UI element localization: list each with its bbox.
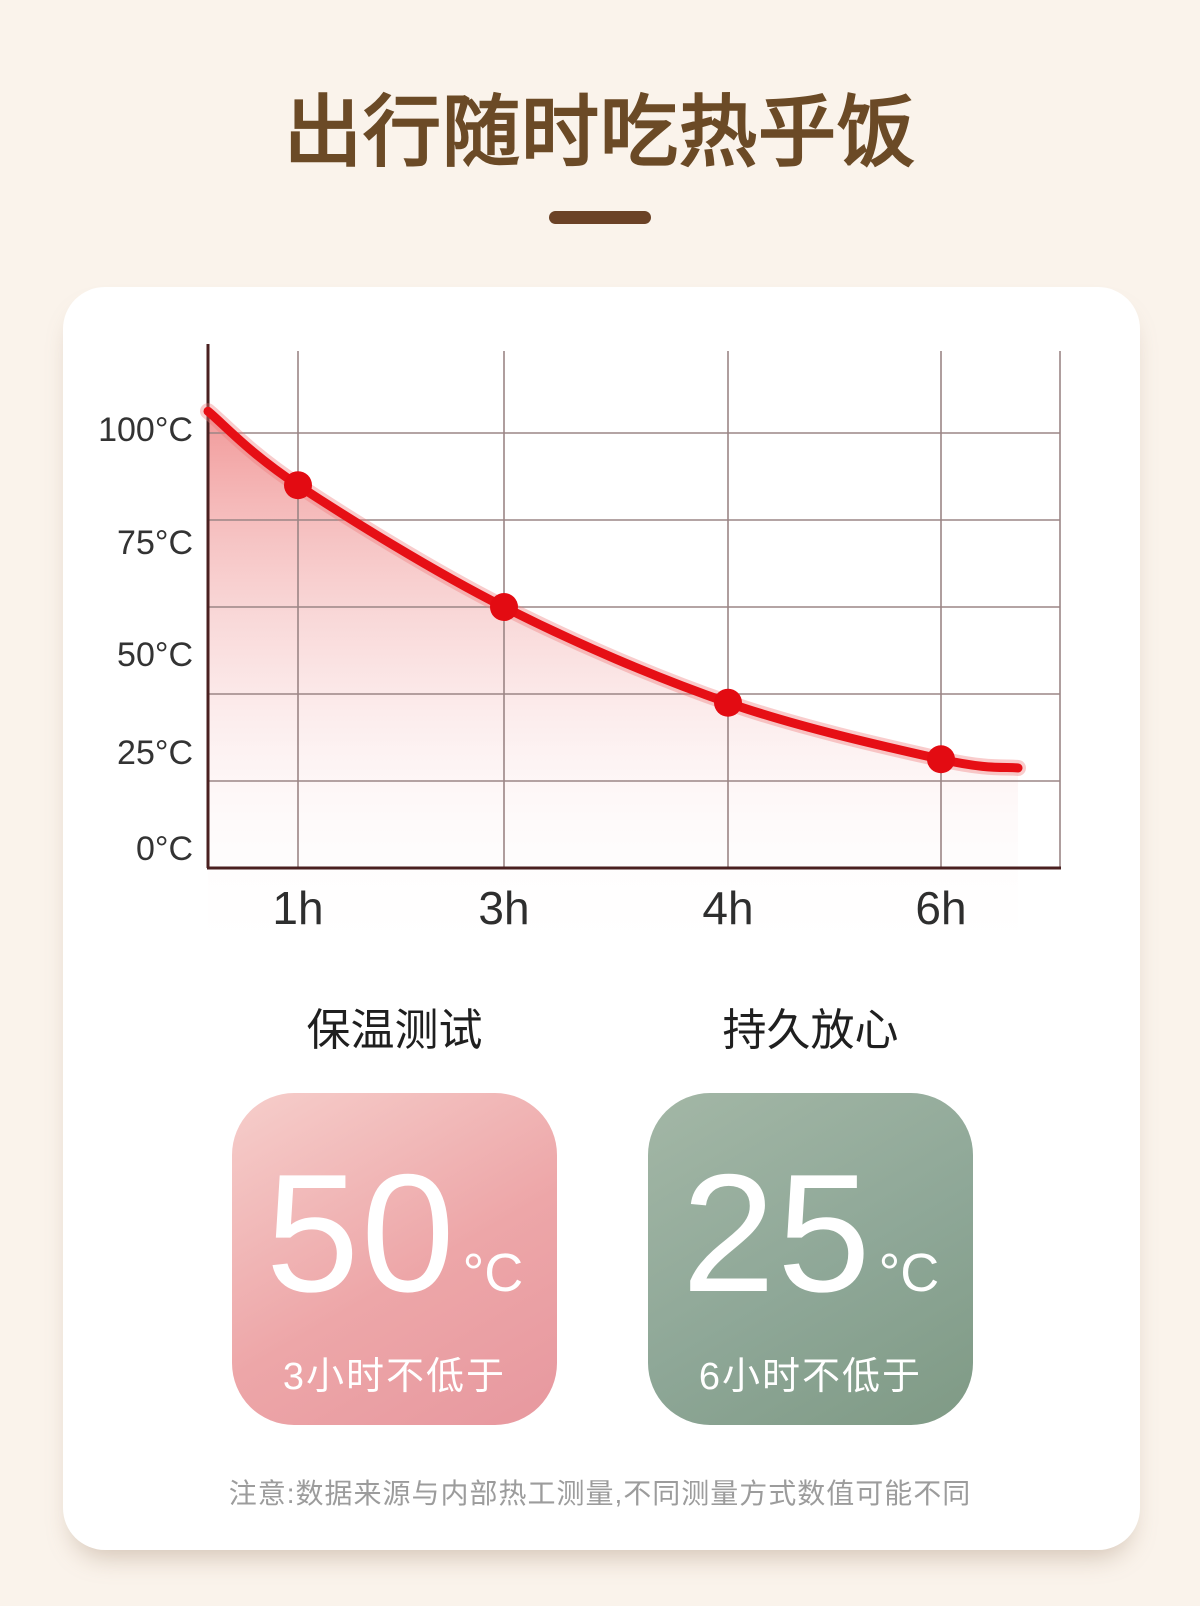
title-divider <box>549 211 651 224</box>
y-axis-tick-label: 100°C <box>98 411 193 449</box>
stat-desc: 3小时不低于 <box>282 1356 507 1398</box>
y-axis-tick-label: 25°C <box>117 734 193 772</box>
stat-unit: °C <box>878 1243 940 1303</box>
stat-card-25c: 25 °C 6小时不低于 <box>648 1093 973 1425</box>
x-axis-tick-label: 3h <box>478 882 529 934</box>
data-point-dot <box>927 745 955 774</box>
y-axis-tick-label: 50°C <box>117 636 193 674</box>
footnote: 注意:数据来源与内部热工测量,不同测量方式数值可能不同 <box>228 1478 972 1509</box>
x-axis-tick-label: 6h <box>915 882 966 934</box>
data-point-dot <box>490 593 518 621</box>
stat-card-50c: 50 °C 3小时不低于 <box>232 1093 557 1425</box>
stat-value-row: 25 °C <box>682 1149 939 1317</box>
data-point-dot <box>284 471 312 500</box>
stat-desc: 6小时不低于 <box>698 1356 923 1398</box>
stat-value: 50 <box>265 1139 457 1327</box>
x-axis-tick-label: 1h <box>272 882 323 934</box>
temperature-line-chart: 100°C 75°C 50°C 25°C 0°C 1h 3h 4h 6h <box>98 344 1061 965</box>
data-point-dot <box>714 688 742 717</box>
stat-value: 25 <box>681 1139 873 1327</box>
y-axis-tick-label: 75°C <box>117 524 193 562</box>
card-title-insulation-test: 保温测试 <box>306 1006 483 1055</box>
x-axis-tick-label: 4h <box>702 882 753 934</box>
area-fill <box>208 411 1018 965</box>
card-title-long-lasting: 持久放心 <box>722 1006 899 1055</box>
y-axis-tick-label: 0°C <box>136 830 193 868</box>
page-title: 出行随时吃热乎饭 <box>283 88 916 176</box>
stat-unit: °C <box>462 1243 524 1303</box>
stat-value-row: 50 °C <box>266 1149 523 1317</box>
